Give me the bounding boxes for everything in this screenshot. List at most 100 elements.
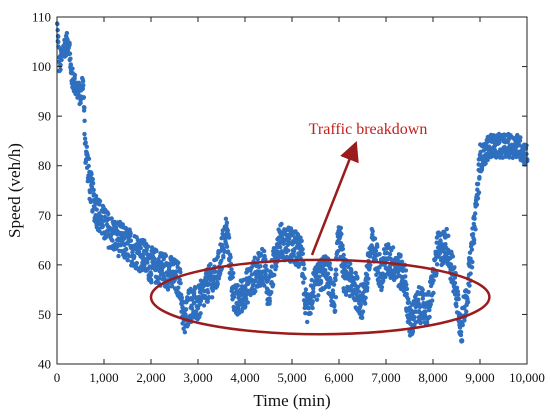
data-point [258,253,264,258]
data-point [180,300,186,305]
data-point [356,284,361,290]
data-point [452,275,458,280]
data-point [179,295,184,300]
data-point [243,293,249,298]
data-point [198,290,203,295]
data-point [477,174,482,180]
data-point [83,140,88,145]
x-tick-label: 3,000 [183,370,212,385]
data-point [279,221,284,227]
data-point [72,76,77,82]
data-point [219,258,224,264]
data-point [178,270,183,275]
data-point [372,236,378,241]
data-point [288,226,294,231]
data-point [365,281,370,286]
data-point [208,262,213,267]
data-point [310,305,315,311]
data-point [370,229,375,234]
data-point [452,265,457,270]
x-tick-label: 6,000 [324,370,353,385]
data-point [468,271,473,276]
data-point [82,131,87,137]
data-point [263,257,268,262]
data-point [68,62,74,67]
data-point [472,216,477,221]
data-point [67,40,72,46]
data-point [331,291,336,297]
data-point [97,202,102,207]
data-point [197,302,203,307]
data-point [466,289,471,295]
data-point [59,57,64,63]
data-point [84,144,90,149]
data-point [368,262,373,268]
data-point [205,290,211,295]
data-point [454,285,460,290]
data-point [152,256,157,261]
data-point [459,338,465,344]
data-point [316,293,321,298]
data-point [243,304,248,309]
data-point [338,225,344,231]
data-point [470,232,476,237]
data-point [215,254,221,259]
x-tick-label: 9,000 [465,370,494,385]
data-point [409,308,414,313]
data-point [387,252,393,257]
data-point [145,260,150,265]
data-point [99,214,104,219]
data-point [373,248,379,254]
data-point [278,245,283,250]
data-point [55,27,60,33]
data-point [263,272,268,277]
data-point [517,138,523,143]
data-point [253,278,258,283]
data-point [198,298,204,304]
data-point [265,288,271,293]
data-point [364,272,370,278]
data-point [434,262,440,267]
data-point [201,303,207,308]
data-point [110,238,115,243]
data-point [383,274,388,280]
data-point [301,280,306,285]
data-point [224,220,230,225]
data-point [94,207,99,212]
data-point [423,304,428,309]
data-point [134,260,139,266]
data-point [123,246,129,252]
data-point [468,256,473,261]
data-point [274,264,279,269]
data-point [473,227,478,232]
data-point [475,196,481,201]
data-point [68,56,73,61]
data-point [306,306,311,311]
x-tick-label: 1,000 [89,370,118,385]
data-point [317,274,322,279]
breakdown-ellipse [149,258,491,336]
data-point [349,270,354,276]
data-point [298,235,303,240]
data-point [140,252,146,257]
data-point [375,244,380,249]
data-point [226,235,232,240]
data-point [465,299,471,305]
data-point [377,251,382,257]
data-point [333,267,339,272]
traffic-breakdown-annotation: Traffic breakdown [309,121,428,138]
data-point [300,247,305,252]
data-point [404,286,410,292]
data-point [458,329,464,335]
data-point [176,260,181,265]
data-point [386,242,391,247]
data-point [82,118,87,124]
data-point [295,232,301,237]
data-point [431,278,436,283]
x-tick-label: 5,000 [277,370,306,385]
data-point [169,284,175,289]
data-point [437,251,442,256]
data-point [142,238,147,243]
data-point [331,282,337,287]
data-point [149,280,154,285]
